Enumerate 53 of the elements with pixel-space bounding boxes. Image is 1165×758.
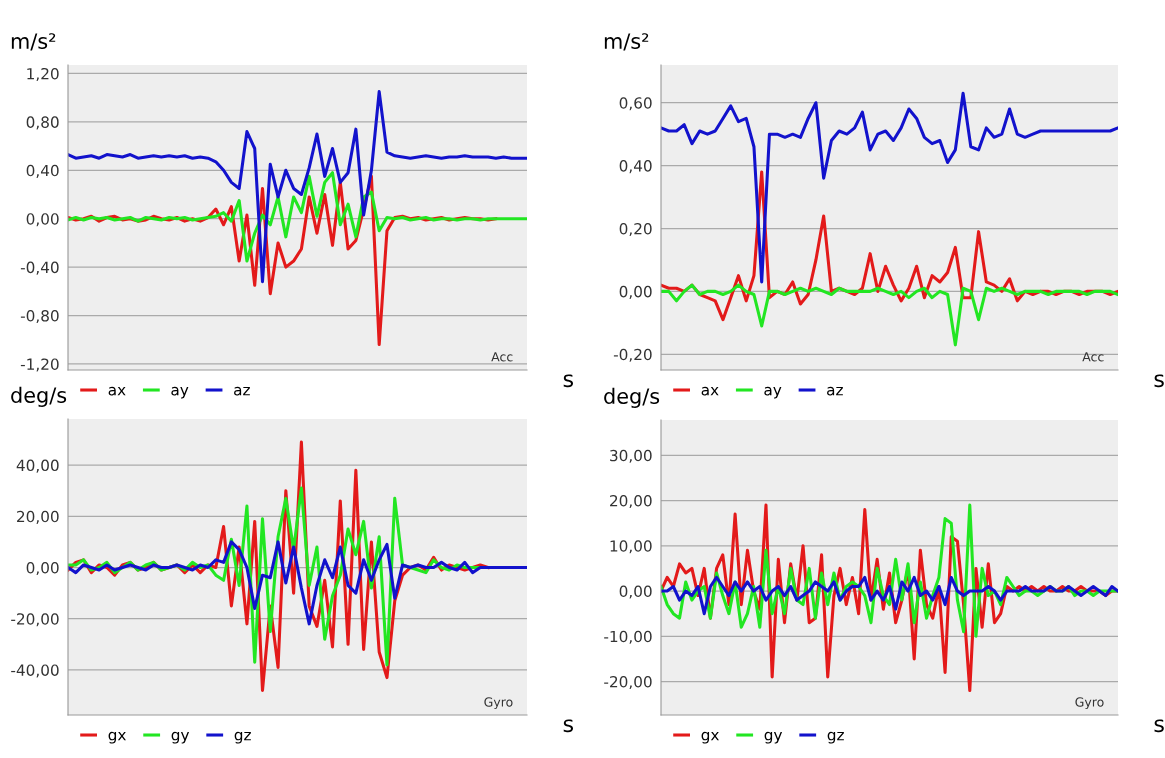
- line-series: [661, 283, 1118, 347]
- line-series: [68, 171, 527, 263]
- x-axis-title: s: [563, 374, 574, 388]
- y-axis-title: m/s²: [604, 33, 649, 51]
- legend-label: ay: [764, 386, 782, 399]
- y-tick-label: 0,00: [619, 285, 652, 299]
- y-tick-label: -0,20: [613, 348, 652, 362]
- annotation: Acc: [491, 352, 513, 362]
- x-axis-title: s: [1154, 374, 1164, 388]
- x-axis-title: s: [1154, 719, 1164, 733]
- y-tick-label: 0,00: [619, 585, 652, 599]
- legend-label: gy: [764, 731, 783, 744]
- y-tick-label: -1,20: [20, 358, 59, 372]
- y-tick-label: -40,00: [11, 664, 59, 678]
- legend-label: gx: [108, 731, 126, 744]
- y-tick-label: 0,00: [26, 213, 59, 227]
- y-tick-label: 0,00: [26, 561, 59, 576]
- y-tick-label: -20,00: [604, 675, 652, 690]
- y-tick-label: 0,40: [26, 164, 59, 178]
- annotation: Gyro: [1075, 697, 1104, 710]
- y-tick-label: 0,20: [619, 222, 652, 237]
- legend-label: az: [234, 386, 250, 396]
- y-axis-title: deg/s: [11, 386, 67, 407]
- y-tick-label: 0,80: [26, 116, 59, 130]
- y-axis-title: deg/s: [604, 387, 660, 408]
- y-tick-label: -0,80: [20, 310, 59, 324]
- y-tick-label: 30,00: [610, 449, 652, 463]
- y-tick-label: 1,20: [27, 67, 59, 82]
- y-tick-label: 20,00: [610, 495, 652, 509]
- y-tick-label: 20,00: [17, 510, 59, 524]
- legend-label: ay: [171, 386, 189, 399]
- legend-label: gz: [234, 731, 251, 744]
- legend-label: ax: [701, 386, 719, 396]
- line-series: [661, 575, 1118, 616]
- legend-label: gz: [827, 731, 844, 744]
- y-tick-label: -10,00: [604, 630, 652, 644]
- legend-label: gy: [171, 731, 190, 744]
- y-axis-title: m/s²: [11, 33, 56, 51]
- annotation: Acc: [1082, 352, 1104, 362]
- y-tick-label: 0,60: [619, 97, 652, 111]
- y-tick-label: 40,00: [16, 459, 59, 473]
- y-tick-label: -0,40: [20, 261, 59, 275]
- line-series: [661, 91, 1118, 284]
- y-tick-label: 0,40: [619, 160, 652, 174]
- line-series: [68, 540, 527, 626]
- line-series: [68, 90, 527, 284]
- legend-label: gx: [701, 731, 719, 744]
- x-axis-title: s: [563, 719, 574, 733]
- annotation: Gyro: [484, 697, 513, 710]
- y-tick-label: -20,00: [11, 613, 59, 627]
- legend-label: ax: [108, 386, 126, 396]
- y-tick-label: 10,00: [610, 540, 652, 554]
- legend-label: az: [827, 386, 843, 396]
